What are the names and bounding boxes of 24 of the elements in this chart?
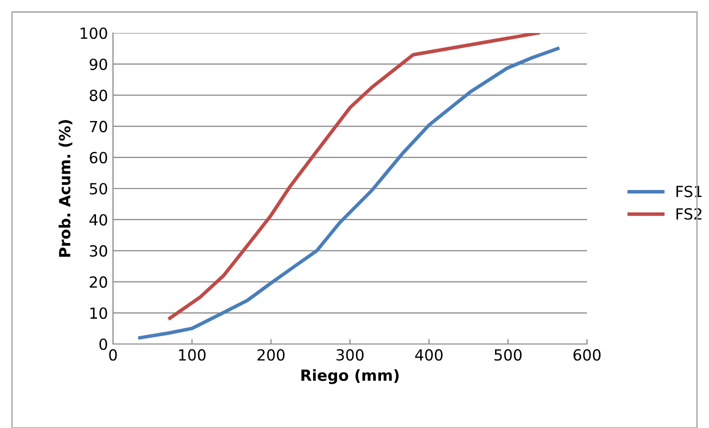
x-tick-label: 0 [109,349,117,361]
y-tick-label: 20 [90,276,108,288]
y-tick-label: 70 [90,120,108,132]
x-tick-label: 100 [179,349,206,361]
x-axis-title: Riego (mm) [301,369,399,384]
x-tick-label: 400 [415,349,443,361]
y-tick-label: 90 [90,58,108,70]
y-tick-label: 10 [90,307,108,319]
y-tick-label: 50 [90,182,108,195]
y-tick-label: 40 [89,214,108,226]
y-tick-label: 0 [99,338,108,350]
y-tick-label: 80 [90,90,108,102]
line-series [138,46,560,340]
y-axis-title: Prob. Acum. (%) [58,120,72,257]
y-tick-label: 100 [80,27,108,40]
y-tick-label: 30 [90,245,108,257]
x-tick-label: 200 [258,349,285,361]
legend-label: FS1 [676,186,702,198]
legend-label: FS2 [676,208,702,220]
y-tick-label: 60 [90,152,108,164]
x-tick-label: 500 [494,349,522,361]
x-tick-label: 600 [573,349,601,361]
x-tick-label: 300 [336,349,364,361]
line-series [168,33,540,320]
